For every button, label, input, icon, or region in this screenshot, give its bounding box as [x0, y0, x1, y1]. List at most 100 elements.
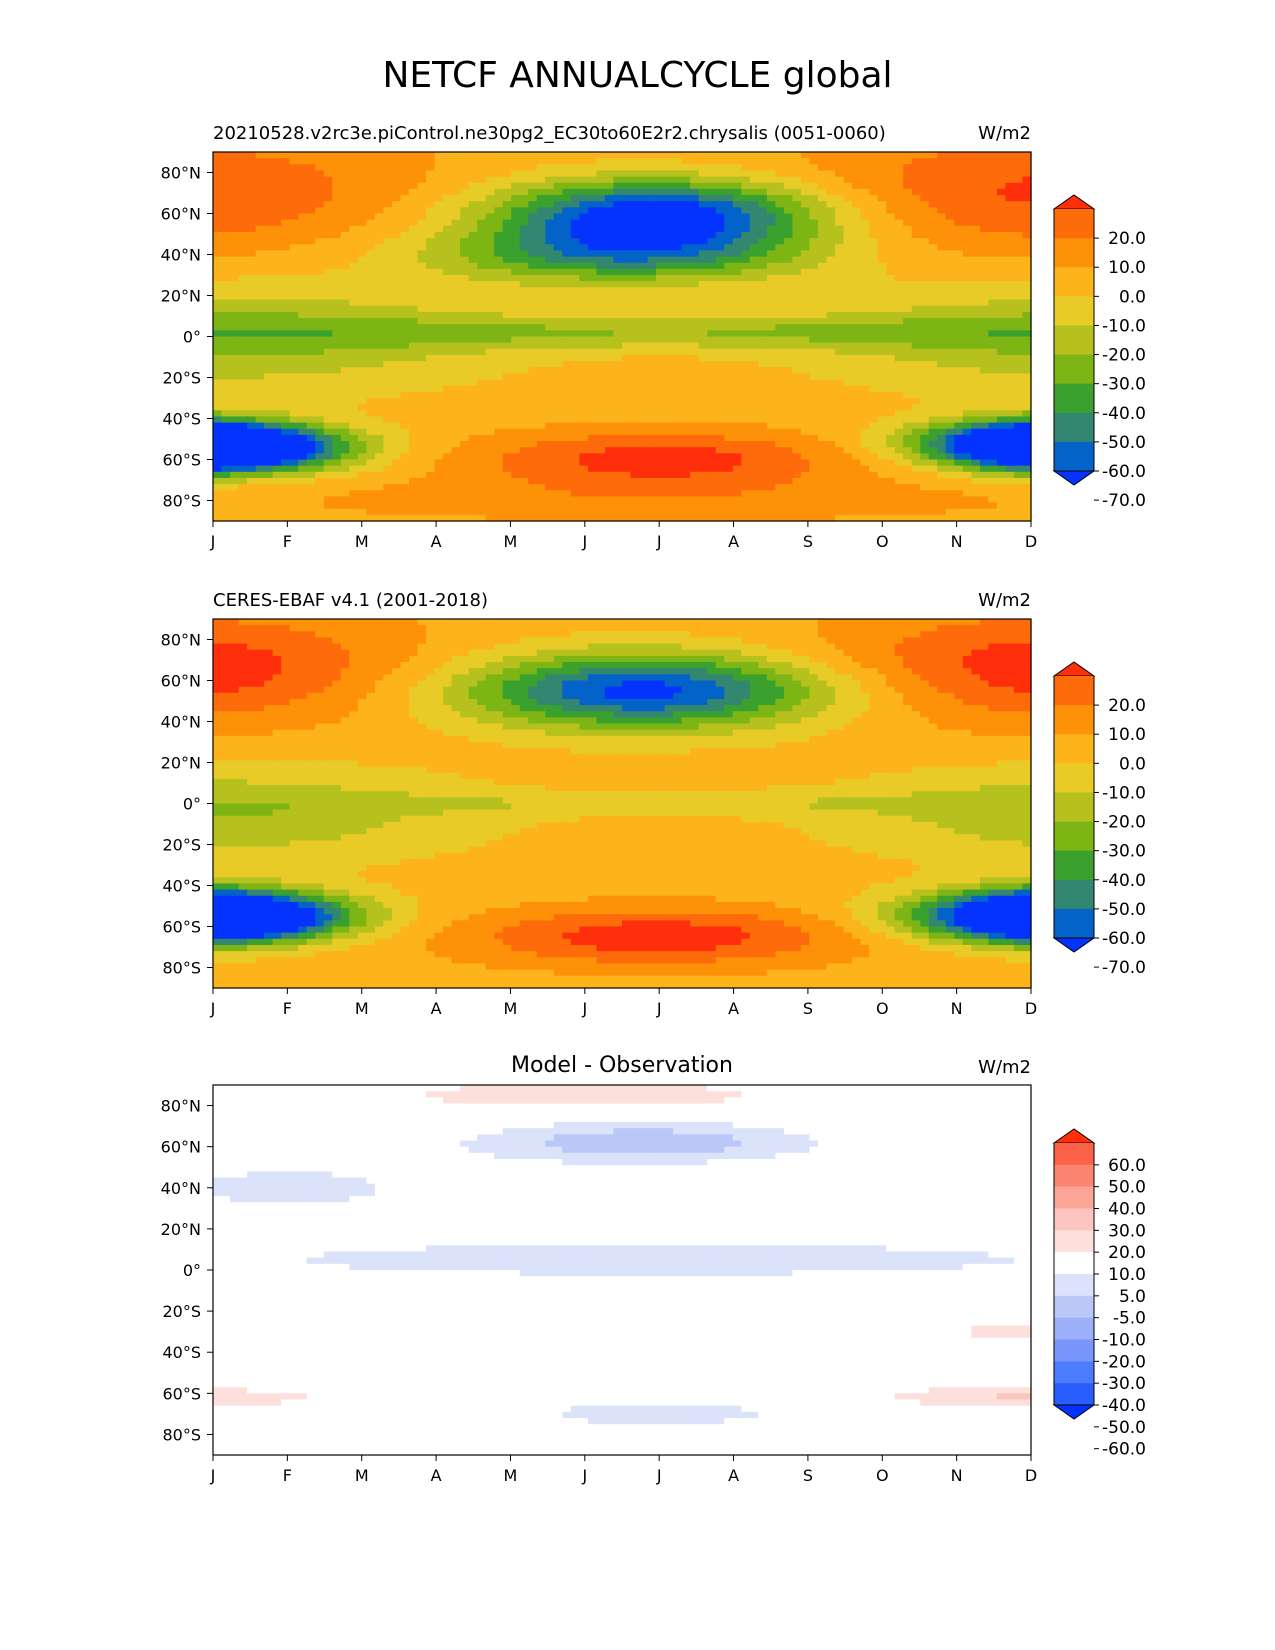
contour-cell [485, 225, 495, 233]
contour-cell [843, 336, 853, 344]
contour-cell [357, 385, 367, 393]
contour-cell [494, 207, 504, 215]
contour-cell [783, 373, 794, 381]
contour-cell [443, 244, 453, 251]
contour-cell [758, 348, 768, 356]
contour-cell [596, 299, 606, 307]
contour-cell [519, 195, 529, 202]
contour-cell [332, 225, 342, 233]
contour-cell [749, 281, 759, 288]
contour-cell [315, 268, 325, 276]
contour-cell [460, 164, 470, 172]
contour-cell [485, 293, 495, 301]
contour-cell [664, 152, 674, 159]
contour-cell [843, 453, 853, 461]
contour-cell [724, 311, 734, 319]
contour-cell [903, 244, 913, 251]
contour-cell [400, 422, 410, 430]
contour-cell [724, 367, 734, 374]
contour-cell [707, 182, 717, 190]
contour-cell [357, 354, 367, 362]
contour-cell [315, 182, 325, 190]
contour-cell [928, 158, 938, 165]
contour-cell [221, 336, 231, 344]
contour-cell [494, 428, 504, 436]
contour-cell [732, 305, 742, 313]
contour-cell [255, 256, 265, 264]
contour-cell [400, 225, 410, 233]
contour-cell [460, 201, 470, 208]
contour-cell [460, 188, 470, 196]
contour-cell [673, 447, 683, 454]
contour-cell [383, 416, 393, 424]
contour-cell [766, 311, 776, 319]
contour-cell [971, 275, 981, 282]
contour-cell [443, 422, 453, 430]
contour-cell [639, 404, 649, 411]
contour-cell [553, 416, 563, 424]
contour-cell [937, 152, 947, 159]
contour-cell [698, 447, 708, 454]
contour-cell [315, 305, 325, 313]
contour-cell [579, 465, 589, 473]
contour-cell [724, 459, 734, 467]
contour-cell [783, 213, 794, 221]
contour-cell [869, 459, 879, 467]
contour-cell [485, 324, 495, 331]
contour-cell [281, 459, 291, 467]
contour-cell [630, 385, 640, 393]
contour-cell [562, 287, 572, 295]
contour-cell [911, 305, 921, 313]
contour-cell [315, 348, 325, 356]
contour-cell [954, 348, 964, 356]
contour-cell [426, 287, 436, 295]
contour-cell [511, 459, 521, 467]
contour-cell [979, 299, 989, 307]
contour-cell [221, 422, 231, 430]
contour-cell [1005, 176, 1015, 184]
contour-cell [477, 225, 487, 233]
contour-cell [460, 311, 470, 319]
contour-cell [869, 195, 879, 202]
contour-cell [954, 361, 964, 368]
contour-cell [443, 441, 453, 448]
contour-cell [860, 207, 870, 215]
contour-cell [255, 299, 265, 307]
contour-cell [604, 268, 615, 276]
contour-cell [366, 416, 376, 424]
contour-cell [639, 311, 649, 319]
contour-cell [817, 385, 828, 393]
contour-cell [886, 195, 896, 202]
contour-cell [877, 361, 887, 368]
contour-cell [860, 385, 870, 393]
contour-cell [971, 238, 981, 245]
contour-cell [630, 182, 640, 190]
contour-cell [1005, 453, 1015, 461]
contour-cell [213, 299, 223, 307]
contour-cell [434, 170, 444, 178]
contour-cell [298, 238, 308, 245]
contour-cell [962, 219, 972, 227]
contour-cell [272, 373, 282, 381]
contour-cell [758, 152, 768, 159]
contour-cell [272, 459, 282, 467]
contour-cell [519, 281, 529, 288]
contour-cell [860, 318, 870, 325]
contour-cell [996, 250, 1007, 258]
contour-cell [357, 453, 367, 461]
contour-cell [255, 293, 265, 301]
contour-cell [979, 281, 989, 288]
contour-cell [962, 391, 972, 399]
contour-cell [749, 391, 759, 399]
contour-cell [869, 250, 879, 258]
contour-cell [213, 158, 223, 165]
contour-cell [596, 219, 606, 227]
contour-cell [553, 281, 563, 288]
contour-cell [400, 379, 410, 387]
contour-cell [903, 391, 913, 399]
contour-cell [800, 299, 811, 307]
contour-cell [698, 275, 708, 282]
contour-cell [528, 176, 538, 184]
contour-cell [971, 207, 981, 215]
contour-cell [835, 250, 845, 258]
